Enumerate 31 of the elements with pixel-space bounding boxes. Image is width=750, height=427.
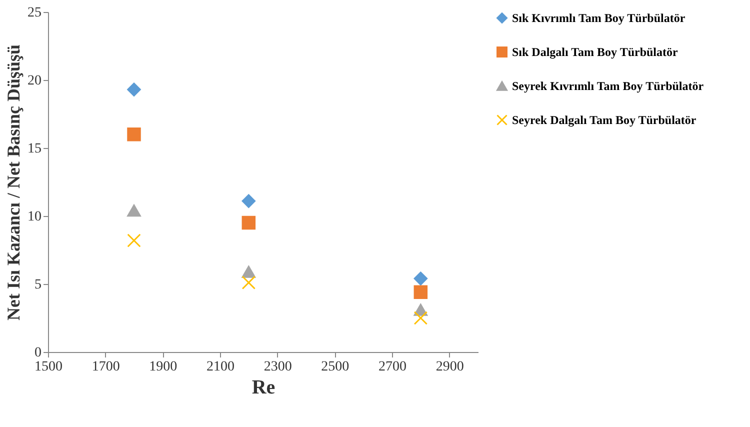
x-tick-label: 2300 xyxy=(264,360,292,374)
y-tick-label: 10 xyxy=(28,210,42,224)
y-tick-label: 0 xyxy=(34,346,42,360)
point xyxy=(127,204,141,217)
point xyxy=(414,285,428,300)
point xyxy=(127,82,141,96)
x-tick-label: 2900 xyxy=(436,360,464,374)
point xyxy=(127,234,141,248)
point xyxy=(242,276,256,290)
legend-label: Seyrek Dalgalı Tam Boy Türbülatör xyxy=(512,113,697,127)
x-axis-title: Re xyxy=(252,376,276,398)
x-tick-label: 2500 xyxy=(321,360,350,374)
legend-label: Sık Dalgalı Tam Boy Türbülatör xyxy=(512,45,678,59)
point xyxy=(242,266,256,278)
legend-label: Seyrek Kıvrımlı Tam Boy Türbülatör xyxy=(512,79,704,93)
point xyxy=(414,311,428,325)
point xyxy=(127,128,141,142)
y-tick-label: 25 xyxy=(28,6,42,20)
y-tick-label: 20 xyxy=(28,74,42,88)
point xyxy=(242,216,256,230)
y-tick-label: 5 xyxy=(34,278,42,292)
y-tick-label: 15 xyxy=(28,142,42,156)
point xyxy=(414,272,428,286)
legend-label: Sık Kıvrımlı Tam Boy Türbülatör xyxy=(512,11,686,25)
point xyxy=(242,194,256,208)
x-tick-label: 1900 xyxy=(149,360,178,374)
x-tick-label: 2700 xyxy=(378,360,406,374)
y-axis-title: Net Isı Kazancı / Net Basınç Düşüşü xyxy=(4,44,24,321)
x-tick-label: 1700 xyxy=(92,360,120,374)
x-tick-label: 1500 xyxy=(34,360,62,374)
x-tick-label: 2100 xyxy=(206,360,234,374)
